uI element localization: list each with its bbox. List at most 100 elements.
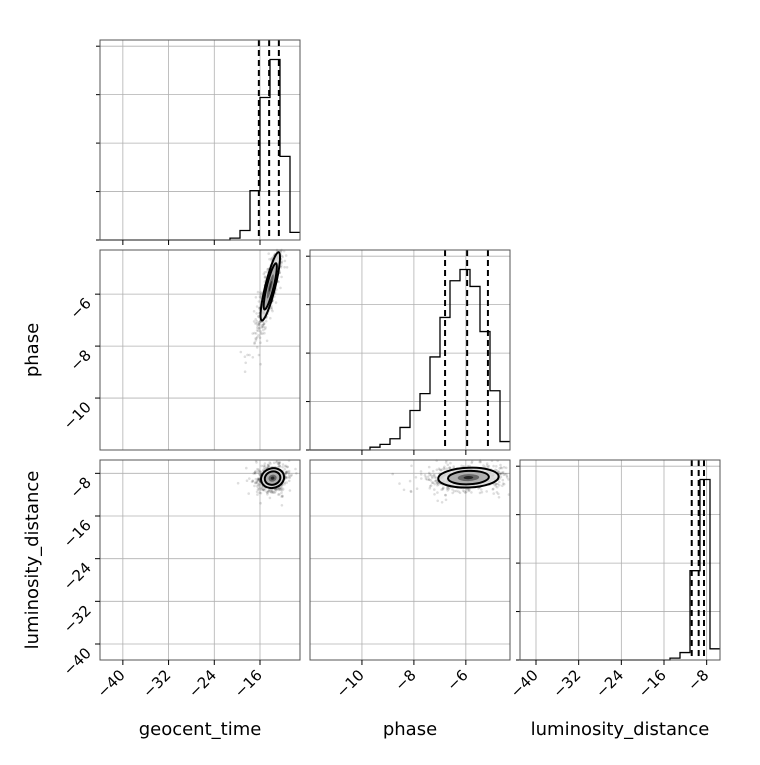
sample-point (278, 461, 282, 465)
sample-point (415, 487, 419, 491)
sample-point (245, 466, 248, 470)
sample-point (257, 478, 260, 481)
x-tick-label: −16 (635, 666, 670, 701)
sample-point (501, 470, 505, 474)
sample-point (455, 489, 458, 493)
sample-point (278, 487, 281, 491)
sample-point (435, 478, 438, 482)
contour-line (437, 466, 500, 489)
sample-point (261, 488, 265, 492)
sample-point (483, 465, 487, 469)
sample-point (435, 481, 439, 485)
sample-point (281, 463, 285, 466)
sample-point (257, 478, 260, 481)
sample-point (281, 495, 285, 498)
y-tick-label: −24 (60, 559, 95, 594)
sample-point (287, 471, 291, 475)
sample-point (495, 465, 498, 468)
sample-point (278, 486, 281, 490)
x-tick-label: −16 (231, 666, 266, 701)
y-tick-label: −8 (66, 346, 94, 374)
sample-point (280, 275, 283, 279)
sample-point (270, 489, 274, 493)
sample-point (278, 464, 281, 467)
sample-point (263, 462, 267, 465)
sample-point (284, 464, 288, 468)
sample-point (461, 489, 465, 492)
sample-point (257, 488, 261, 491)
sample-point (254, 318, 257, 321)
sample-point (420, 477, 423, 480)
sample-point (426, 475, 430, 479)
sample-point (433, 476, 437, 479)
sample-point (257, 329, 260, 333)
sample-point (256, 488, 260, 491)
sample-point (252, 310, 256, 313)
sample-point (255, 305, 259, 308)
sample-point (250, 480, 254, 484)
sample-point (444, 493, 447, 497)
y-tick-label: −40 (60, 644, 95, 679)
sample-point (428, 473, 432, 477)
sample-point (257, 324, 261, 327)
sample-point (254, 477, 258, 481)
sample-point (258, 326, 261, 330)
sample-point (285, 266, 289, 269)
sample-point (283, 481, 286, 484)
sample-point (445, 487, 449, 491)
sample-point (433, 488, 436, 491)
sample-point (253, 472, 257, 475)
sample-point (502, 482, 506, 486)
sample-point (258, 484, 262, 487)
sample-point (257, 486, 260, 489)
sample-point (269, 316, 272, 320)
sample-point (274, 301, 278, 304)
sample-point (470, 461, 474, 465)
sample-point (284, 471, 288, 474)
sample-point (260, 464, 264, 468)
sample-point (259, 296, 263, 299)
sample-point (264, 487, 267, 491)
sample-point (462, 490, 466, 493)
sample-point (424, 477, 428, 481)
sample-point (441, 487, 445, 491)
sample-point (279, 286, 282, 290)
sample-point (261, 323, 265, 327)
sample-point (262, 466, 266, 469)
sample-point (402, 488, 406, 492)
sample-point (485, 464, 489, 467)
sample-point (252, 472, 255, 475)
sample-point (496, 482, 500, 486)
sample-point (502, 473, 506, 477)
sample-point (256, 477, 260, 481)
sample-point (279, 486, 283, 490)
sample-point (423, 473, 427, 477)
sample-point (457, 490, 460, 493)
x-axis-title: geocent_time (139, 719, 262, 740)
sample-point (278, 460, 281, 464)
sample-point (434, 476, 438, 479)
sample-point (460, 464, 463, 468)
sample-point (268, 461, 272, 464)
sample-point (444, 498, 448, 502)
sample-point (502, 465, 506, 469)
sample-point (391, 472, 395, 476)
sample-point (243, 355, 247, 359)
sample-point (294, 467, 297, 471)
sample-point (262, 488, 266, 491)
sample-point (453, 489, 456, 493)
sample-point (259, 341, 262, 345)
sample-point (266, 268, 270, 271)
y-tick-label: −8 (66, 473, 94, 501)
sample-point (256, 470, 260, 474)
sample-point (288, 476, 292, 480)
sample-point (276, 462, 280, 466)
sample-point (499, 466, 503, 469)
sample-point (266, 463, 270, 467)
sample-point (470, 491, 473, 494)
sample-point (279, 266, 283, 269)
sample-point (281, 487, 285, 491)
sample-point (436, 499, 440, 503)
sample-point (496, 485, 499, 489)
sample-point (281, 255, 284, 258)
